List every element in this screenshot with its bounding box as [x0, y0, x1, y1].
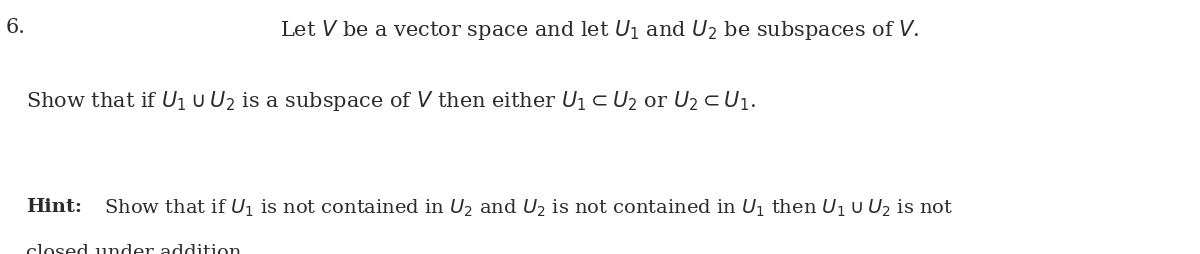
Text: closed under addition.: closed under addition. — [26, 244, 248, 254]
Text: Show that if $U_1 \cup U_2$ is a subspace of $V$ then either $U_1 \subset U_2$ o: Show that if $U_1 \cup U_2$ is a subspac… — [26, 89, 756, 113]
Text: Let $V$ be a vector space and let $U_1$ and $U_2$ be subspaces of $V$.: Let $V$ be a vector space and let $U_1$ … — [281, 18, 919, 42]
Text: Hint:: Hint: — [26, 198, 83, 216]
Text: 6.: 6. — [6, 18, 26, 37]
Text: Show that if $U_1$ is not contained in $U_2$ and $U_2$ is not contained in $U_1$: Show that if $U_1$ is not contained in $… — [98, 198, 954, 219]
